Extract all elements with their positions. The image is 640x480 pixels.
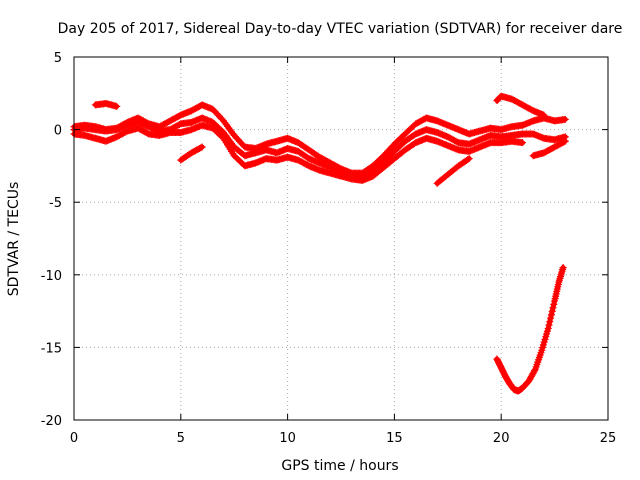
data-point [561,137,569,145]
y-tick-label: 0 [54,124,62,139]
data-point [546,318,554,326]
data-point [548,307,556,315]
x-axis-label: GPS time / hours [281,458,398,474]
plot-frame [73,56,609,421]
data-point [197,144,205,152]
tick-layer: 0 5 10 15 20 25 -20 -15 -10 -5 0 5 [41,51,617,446]
x-tick-label: 25 [600,431,617,446]
y-axis-label: SDTVAR / TECUs [6,182,22,297]
data-point [465,155,473,163]
data-point [198,143,206,151]
series-track-3 [70,121,527,184]
data-point [549,304,557,312]
data-point [544,325,552,333]
data-point [561,115,569,123]
data-point [559,264,567,272]
x-tick-label: 15 [386,431,403,446]
data-point [547,311,555,319]
data-point [464,156,472,164]
x-tick-label: 10 [279,431,296,446]
series-track-5 [177,143,206,164]
series-track-8 [529,137,569,160]
y-tick-label: -10 [41,269,62,284]
series-track-4 [91,99,121,110]
y-tick-label: -15 [41,341,62,356]
y-tick-label: 5 [54,51,62,66]
y-tick-label: -20 [41,414,62,429]
data-point [547,314,555,322]
y-tick-label: -5 [49,196,62,211]
data-point [531,367,539,375]
x-tick-label: 0 [70,431,78,446]
data-point [113,102,121,110]
series-track-9 [493,264,567,395]
series-track-6 [433,155,473,187]
data-point [560,138,568,146]
data-point [545,321,553,329]
data-layer [70,92,569,395]
x-tick-label: 20 [493,431,510,446]
chart-title: Day 205 of 2017, Sidereal Day-to-day VTE… [58,21,623,37]
data-point [540,111,548,119]
series-track-7 [493,92,548,119]
data-point [550,300,558,308]
data-point [519,139,527,147]
x-tick-label: 5 [177,431,185,446]
